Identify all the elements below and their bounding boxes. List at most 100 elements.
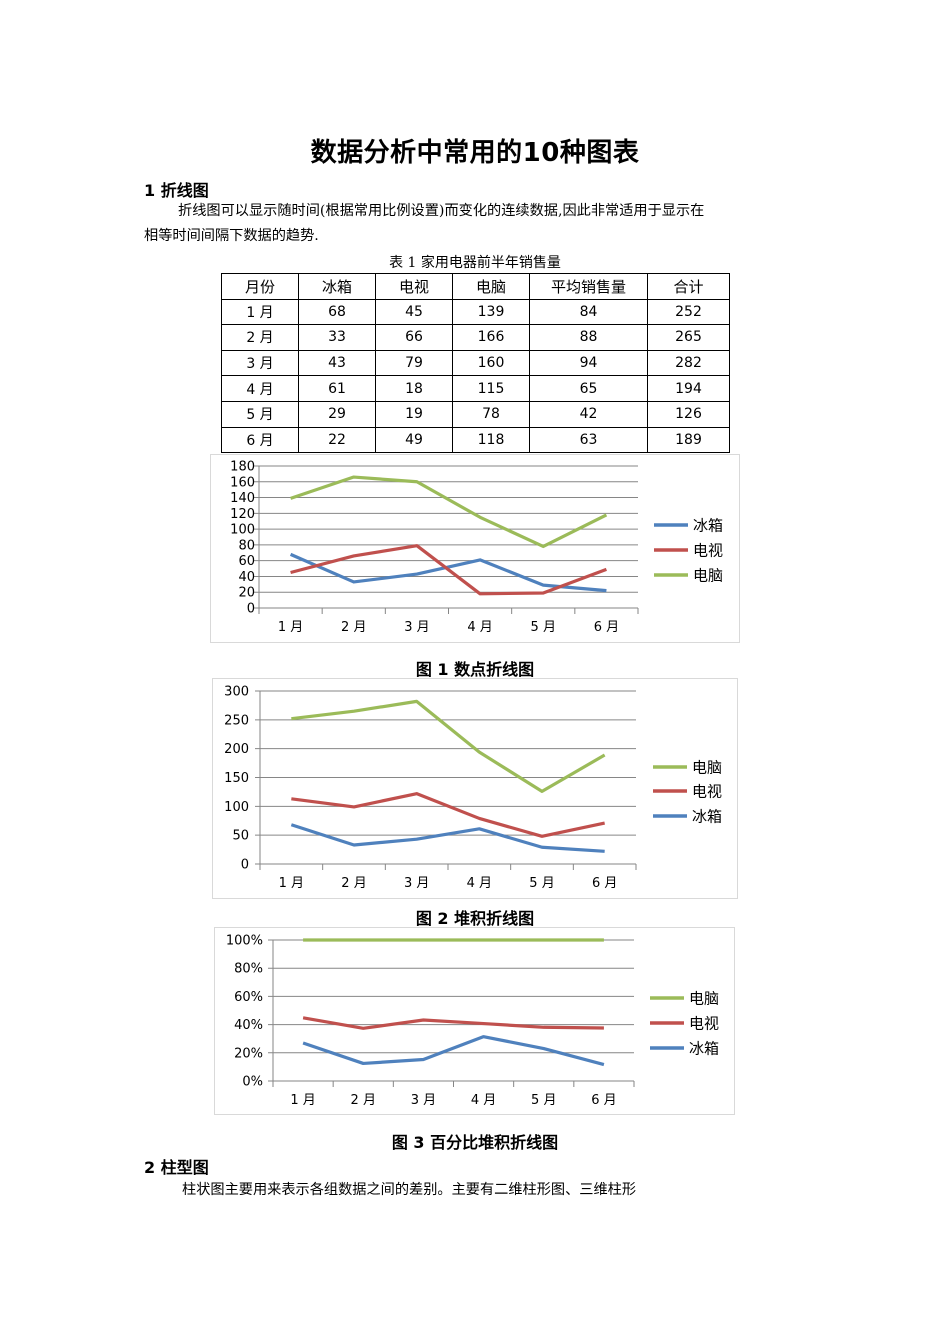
y-tick-label: 40	[238, 570, 255, 585]
y-tick-label: 40%	[234, 1018, 263, 1033]
x-category-label: 5 月	[529, 876, 554, 891]
table-cell: 88	[529, 324, 648, 351]
table-row: 6 月 22 49 118 63 189	[221, 426, 730, 454]
x-category-label: 3 月	[411, 1093, 436, 1108]
y-tick-label: 80	[238, 538, 255, 553]
series-line-tv	[302, 1016, 604, 1030]
table-row: 3 月 43 79 160 94 282	[221, 349, 730, 377]
series-line-fridge	[290, 823, 605, 853]
table-cell: 19	[375, 400, 453, 428]
chart-2-frame: 0 50 100 150 200 250 300 1 月 2 月 3 月 4 月 5 月 6 月 电脑 电视…	[212, 678, 738, 899]
col-header-tv: 电视	[375, 273, 453, 300]
legend-label: 冰箱	[693, 517, 723, 535]
table-cell: 6 月	[221, 426, 299, 454]
x-category-label: 6 月	[594, 620, 619, 635]
table-cell: 94	[529, 349, 648, 377]
legend-item-fridge: 冰箱	[653, 808, 722, 826]
y-tick-label: 300	[224, 685, 249, 700]
legend-item-fridge: 冰箱	[654, 517, 723, 535]
document-title: 数据分析中常用的10种图表	[310, 138, 640, 168]
table-cell: 265	[647, 324, 730, 351]
table-cell: 166	[452, 324, 530, 351]
legend-label: 冰箱	[692, 808, 722, 826]
table-cell: 282	[647, 349, 730, 377]
col-header-computer: 电脑	[452, 273, 530, 300]
x-category-label: 4 月	[471, 1093, 496, 1108]
section2-paragraph: 柱状图主要用来表示各组数据之间的差别。主要有二维柱形图、三维柱形	[144, 1178, 810, 1203]
table-cell: 45	[375, 298, 453, 326]
table-cell: 194	[647, 375, 730, 402]
x-category-label: 1 月	[279, 876, 304, 891]
legend-item-computer: 电脑	[650, 990, 719, 1008]
col-header-total: 合计	[647, 273, 730, 300]
legend-item-computer: 电脑	[653, 759, 722, 777]
table-cell: 49	[375, 426, 453, 454]
table-cell: 84	[529, 298, 648, 326]
table-cell: 139	[452, 298, 530, 326]
x-category-label: 2 月	[351, 1093, 376, 1108]
legend-label: 电视	[693, 542, 723, 560]
x-category-label: 2 月	[341, 876, 366, 891]
x-category-label: 5 月	[531, 620, 556, 635]
table-cell: 189	[647, 426, 730, 454]
figure-2-caption: 图 2 堆积折线图	[415, 909, 535, 928]
series-line-fridge	[302, 1035, 605, 1067]
y-tick-label: 80%	[234, 962, 263, 977]
x-category-label: 3 月	[404, 876, 429, 891]
paragraph-line-1: 折线图可以显示随时间(根据常用比例设置)而变化的连续数据,因此非常适用于显示在	[178, 203, 705, 219]
table-cell: 63	[529, 426, 648, 454]
y-tick-label: 20%	[234, 1046, 263, 1061]
x-category-label: 4 月	[467, 620, 492, 635]
y-tick-label: 160	[230, 475, 255, 490]
table-cell: 3 月	[221, 349, 299, 377]
table-cell: 66	[375, 324, 453, 351]
x-category-label: 1 月	[278, 620, 303, 635]
chart-1-frame: 0 20 40 60 80 100 120 140 160 180 1 月 2 月 3 月 4 月 5 月 6…	[210, 454, 740, 643]
y-tick-label: 60%	[234, 990, 263, 1005]
y-tick-label: 20	[238, 586, 255, 601]
table-row: 4 月 61 18 115 65 194	[221, 375, 730, 402]
x-category-label: 6 月	[592, 876, 617, 891]
table-cell: 5 月	[221, 400, 299, 428]
table-cell: 118	[452, 426, 530, 454]
legend-item-tv: 电视	[654, 542, 723, 560]
col-header-fridge: 冰箱	[298, 273, 376, 300]
x-category-label: 3 月	[404, 620, 429, 635]
y-tick-label: 150	[224, 771, 249, 786]
legend-item-tv: 电视	[653, 783, 722, 801]
col-header-average: 平均销售量	[529, 273, 648, 300]
table-cell: 65	[529, 375, 648, 402]
legend-label: 电视	[689, 1015, 719, 1033]
table-cell: 61	[298, 375, 376, 402]
table-cell: 68	[298, 298, 376, 326]
stacked-line-chart: 0 50 100 150 200 250 300 1 月 2 月 3 月 4 月 5 月 6 月 电脑电视…	[224, 685, 722, 892]
y-tick-label: 60	[238, 554, 255, 569]
legend-label: 电脑	[693, 567, 723, 585]
y-tick-label: 250	[224, 713, 249, 728]
x-category-label: 2 月	[341, 620, 366, 635]
table-cell: 2 月	[221, 324, 299, 351]
table-cell: 18	[375, 375, 453, 402]
x-category-label: 1 月	[290, 1093, 315, 1108]
section-heading-column-chart: 2 柱型图	[144, 1158, 209, 1177]
table-cell: 4 月	[221, 375, 299, 402]
series-line-tv	[290, 544, 607, 596]
legend-label: 电脑	[692, 759, 722, 777]
table-cell: 252	[647, 298, 730, 326]
x-category-label: 5 月	[531, 1093, 556, 1108]
y-tick-label: 100%	[226, 934, 263, 949]
legend-item-computer: 电脑	[654, 567, 723, 585]
series-line-computer	[290, 475, 608, 549]
y-tick-label: 180	[230, 460, 255, 475]
legend-label: 电视	[692, 783, 722, 801]
y-tick-label: 0	[241, 858, 249, 873]
legend-item-tv: 电视	[650, 1015, 719, 1033]
table-cell: 43	[298, 349, 376, 377]
table-row: 1 月 68 45 139 84 252	[221, 298, 730, 326]
legend-label: 冰箱	[689, 1040, 719, 1058]
table-cell: 126	[647, 400, 730, 428]
section-heading-line-chart: 1 折线图	[144, 181, 209, 200]
y-tick-label: 0%	[242, 1075, 263, 1090]
